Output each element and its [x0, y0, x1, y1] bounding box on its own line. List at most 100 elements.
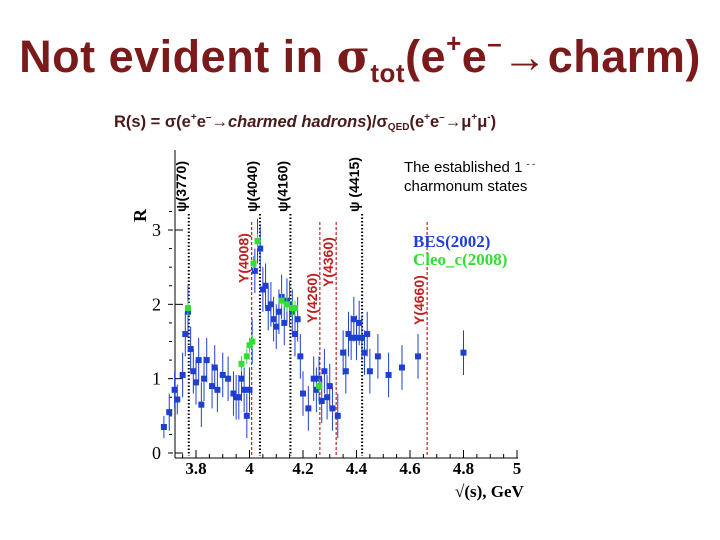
y-axis-title: R — [130, 208, 150, 222]
bes-data-point — [415, 353, 422, 360]
bes-data-point — [174, 396, 181, 403]
bes-data-point — [364, 331, 371, 338]
cleo-data-point — [184, 305, 191, 312]
cleo-data-point — [291, 305, 298, 312]
bes-data-point — [329, 405, 336, 412]
bes-data-point — [209, 383, 216, 390]
resonance-label: ψ (4415) — [346, 157, 362, 212]
x-tick-label: 5 — [513, 459, 522, 478]
resonance-label: ψ(4040) — [244, 161, 260, 212]
bes-data-point — [179, 371, 186, 378]
bes-data-point — [219, 371, 226, 378]
axes: 0 1 2 3 3.8 4 4.2 4.4 4.6 4.8 5 R √(s), GeV — [130, 150, 525, 501]
bes-data-point — [334, 412, 341, 419]
bes-data-point — [318, 397, 325, 404]
bes-data-point — [361, 349, 368, 356]
cleo-data-point — [250, 260, 257, 267]
bes-data-point — [294, 316, 301, 323]
resonance-label: Y(4360) — [320, 237, 336, 287]
x-tick-label: 4 — [245, 459, 254, 478]
bes-data-point — [195, 357, 202, 364]
bes-data-point — [310, 375, 317, 382]
resonance-lines: ψ(3770) ψ(4040) ψ(4160) ψ (4415) Y(4008) Y(42… — [173, 157, 428, 456]
bes-data-point — [300, 390, 306, 397]
chart-subtitle: R(s) = σ(e+e–→charmed hadrons)/σQED(e+e–… — [114, 112, 497, 134]
bes-data-point — [257, 245, 264, 252]
cleo-data-point — [316, 383, 323, 390]
bes-data-point — [273, 323, 280, 330]
bes-data-point — [225, 375, 232, 382]
x-tick-label: 4.2 — [292, 459, 313, 478]
bes-data-point — [321, 368, 328, 375]
cleo-data-point — [254, 238, 261, 245]
x-tick-label: 4.4 — [346, 459, 368, 478]
bes-data-point — [324, 394, 331, 401]
resonance-label: ψ(3770) — [173, 161, 189, 212]
x-axis-title: √(s), GeV — [455, 482, 525, 501]
bes-data-point — [235, 394, 242, 401]
bes-data-point — [182, 331, 189, 338]
y-tick-label: 1 — [152, 369, 161, 389]
bes-data-point — [348, 334, 355, 341]
bes-data-point — [374, 353, 381, 360]
bes-data-point — [187, 345, 194, 352]
cleo-data-point — [249, 338, 256, 345]
x-tick-label: 3.8 — [185, 459, 206, 478]
bes-data-point — [345, 331, 352, 338]
y-tick-label: 3 — [152, 220, 161, 240]
bes-data-point — [259, 286, 266, 293]
bes-data-point — [342, 368, 349, 375]
cleo-data-point — [243, 353, 250, 360]
bes-data-point — [171, 386, 178, 393]
bes-data-point — [193, 379, 199, 386]
bes-data-point — [160, 423, 167, 430]
bes-data-point — [214, 386, 221, 393]
bes-data-point — [326, 383, 333, 390]
x-tick-label: 4.6 — [399, 459, 420, 478]
x-tick-label: 4.8 — [453, 459, 474, 478]
bes-data-point — [243, 412, 250, 419]
bes-data-point — [297, 353, 304, 360]
resonance-label: ψ(4160) — [274, 161, 290, 212]
page-title: Not evident in σtot(e+e–→charm) — [19, 28, 701, 88]
bes-data-point — [353, 334, 360, 341]
bes-data-point — [198, 401, 205, 408]
bes-data-point — [265, 305, 272, 312]
bes-data-point — [230, 390, 237, 397]
resonance-label: Y(4660) — [411, 275, 427, 325]
bes-data-point — [305, 405, 312, 412]
y-tick-label: 2 — [152, 294, 161, 314]
cleo-data-point — [278, 297, 285, 304]
bes-data-point — [241, 386, 248, 393]
cleo-data-point — [238, 360, 245, 367]
cleo-data-point — [283, 301, 290, 308]
bes-data-point — [366, 368, 373, 375]
bes-data-point — [313, 386, 320, 393]
cleo-data-point — [246, 342, 253, 349]
bes-data-point — [460, 349, 467, 356]
charmonium-note: The established 1 - - charmonum states — [404, 159, 536, 195]
bes-data-point — [211, 364, 218, 371]
legend-entry: Cleo_c(2008) — [413, 250, 507, 269]
bes-data-point — [238, 375, 245, 382]
bes-data-point — [358, 334, 365, 341]
bes-data-point — [291, 331, 298, 338]
bes-data-point — [246, 386, 253, 393]
bes-data-point — [267, 301, 274, 308]
bes-data-point — [385, 371, 392, 378]
legend: BES(2002)Cleo_c(2008) — [413, 232, 507, 269]
bes-data-point — [190, 368, 197, 375]
bes-data-point — [281, 319, 288, 326]
bes-data-point — [340, 349, 347, 356]
sigma-glyph: σ — [336, 30, 371, 83]
bes-data-point — [203, 357, 210, 364]
bes-data-point — [356, 319, 363, 326]
legend-entry: BES(2002) — [413, 232, 490, 251]
bes-data-point — [262, 282, 269, 289]
bes-data-point — [350, 316, 357, 323]
bes-data-point — [270, 316, 277, 323]
bes-data-point — [166, 409, 173, 416]
bes-data-point — [275, 308, 282, 315]
data-points — [160, 218, 467, 439]
